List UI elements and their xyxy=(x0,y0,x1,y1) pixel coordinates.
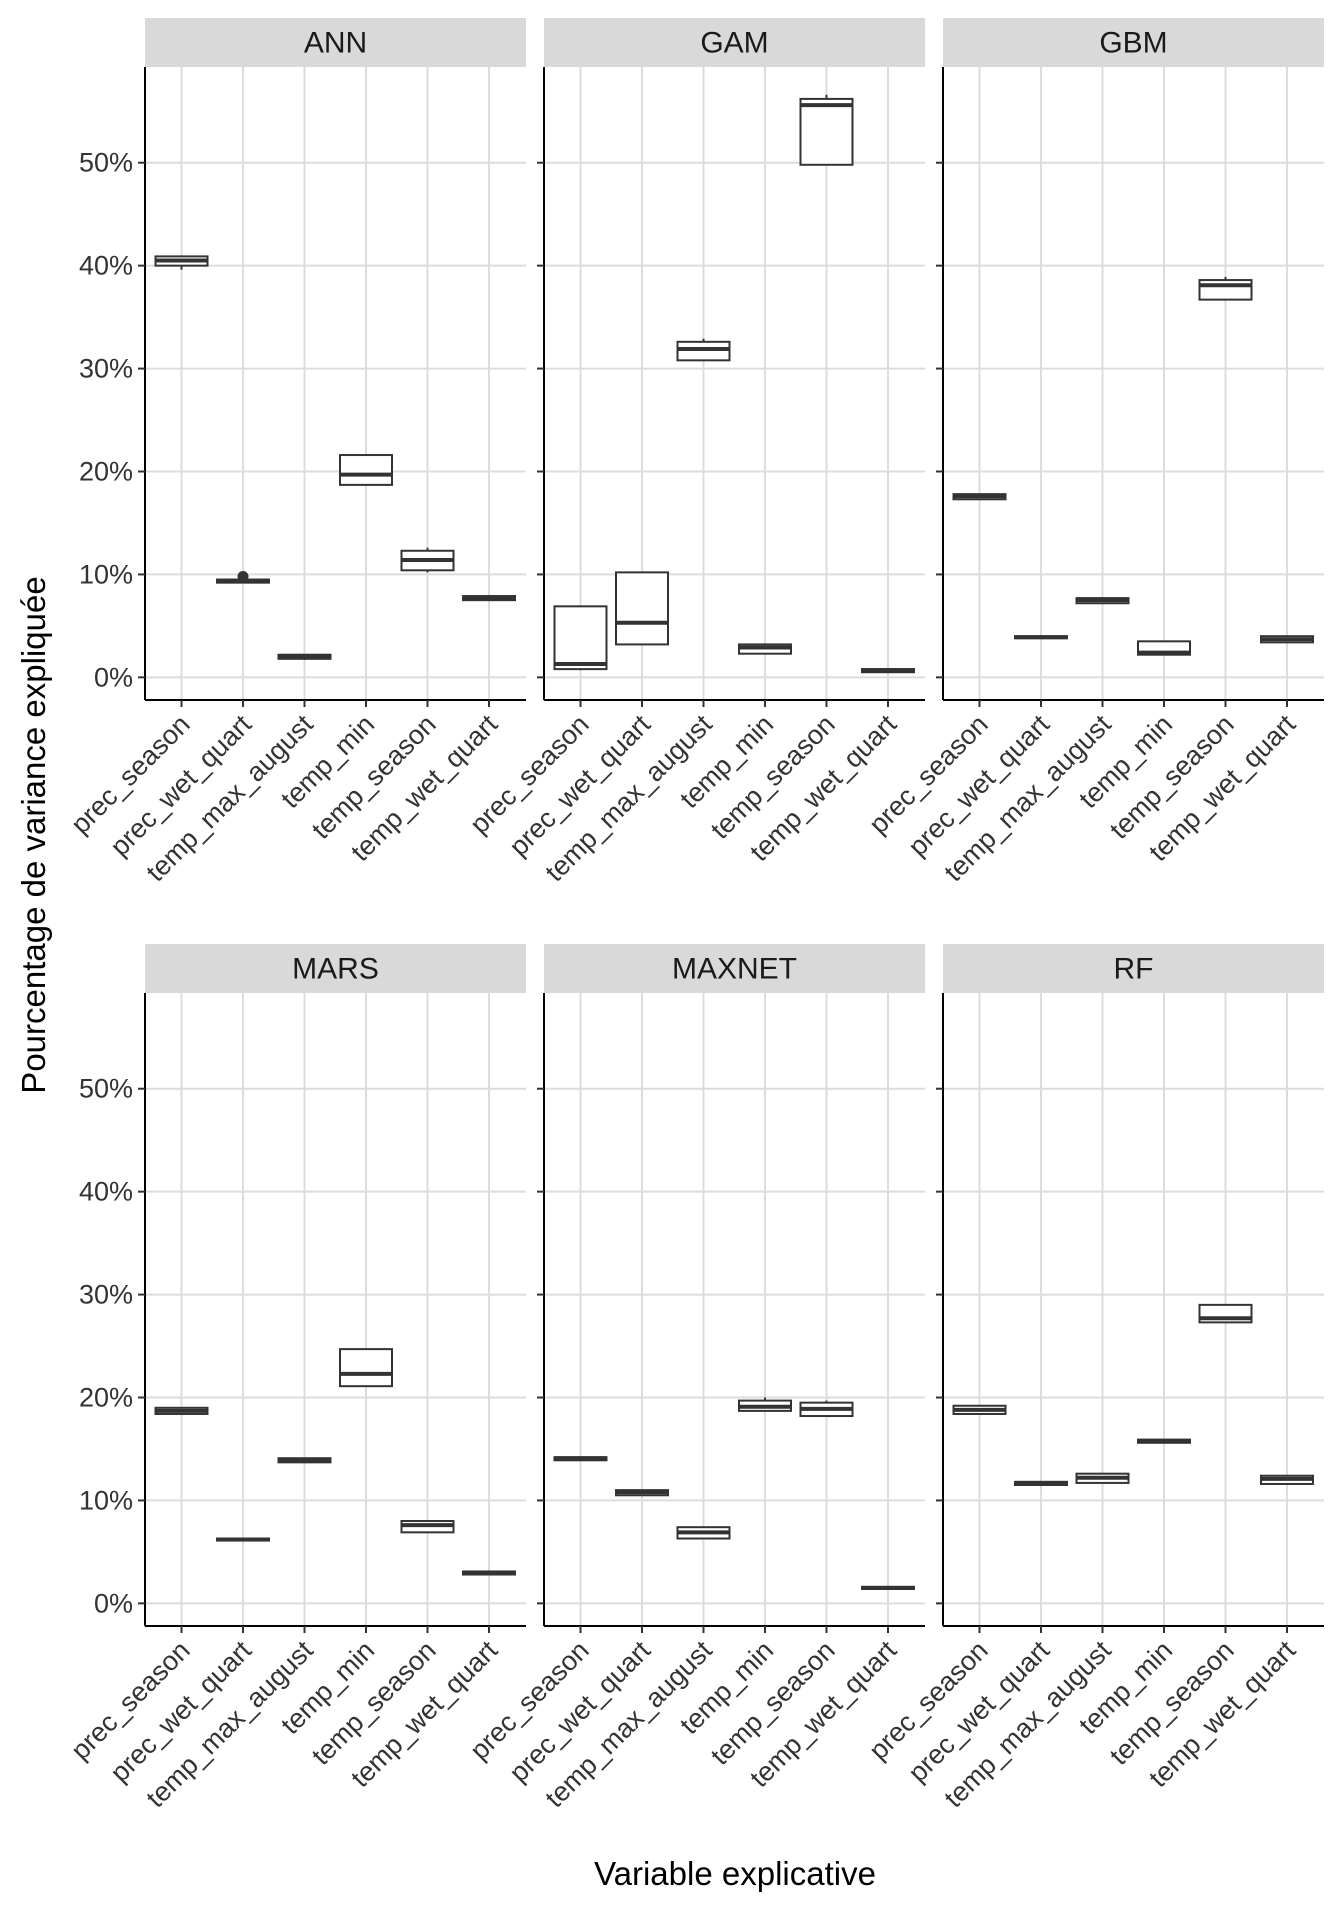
box-rf-prec-wet-quart xyxy=(1014,1480,1068,1486)
y-tick-label: 10% xyxy=(79,1485,133,1515)
y-tick-label: 30% xyxy=(79,1280,133,1310)
box-ann-temp-min xyxy=(339,454,393,486)
box-ann-prec-wet-quart xyxy=(216,570,270,584)
box-ann-temp-max-august xyxy=(277,653,332,660)
box-iqr xyxy=(339,1348,393,1388)
y-tick-label: 10% xyxy=(79,559,133,589)
box-mars-temp-wet-quart xyxy=(462,1570,516,1576)
box-gbm-prec-season xyxy=(952,493,1007,501)
panel-ann: ANN0%10%20%30%40%50%prec_seasonprec_wet_… xyxy=(65,18,526,887)
panel-mars: MARS0%10%20%30%40%50%prec_seasonprec_wet… xyxy=(65,944,526,1813)
y-tick-label: 40% xyxy=(79,1177,133,1207)
y-tick-label: 50% xyxy=(79,1074,133,1104)
box-gam-temp-max-august xyxy=(676,338,731,362)
strip-ann xyxy=(145,18,526,67)
x-axis-title: Variable explicative xyxy=(594,1855,876,1892)
y-tick-label: 20% xyxy=(79,457,133,487)
strip-gbm xyxy=(943,18,1324,67)
y-axis-title: Pourcentage de variance expliquée xyxy=(15,576,52,1093)
box-mars-temp-season xyxy=(400,1520,455,1534)
box-rf-temp-min xyxy=(1137,1438,1191,1444)
box-iqr xyxy=(553,605,608,671)
box-gam-temp-min xyxy=(738,643,792,655)
y-tick-label: 0% xyxy=(94,662,133,692)
box-rf-temp-season xyxy=(1198,1303,1253,1324)
panel-gbm: GBMprec_seasonprec_wet_quarttemp_max_aug… xyxy=(863,18,1324,887)
y-tick-label: 0% xyxy=(94,1588,133,1618)
strip-label-maxnet: MAXNET xyxy=(672,953,797,986)
box-iqr xyxy=(615,571,669,646)
box-gam-prec-wet-quart xyxy=(615,571,669,646)
strip-label-rf: RF xyxy=(1114,953,1154,986)
box-maxnet-temp-max-august xyxy=(676,1526,731,1540)
box-rf-prec-season xyxy=(952,1404,1007,1415)
box-iqr xyxy=(339,454,393,486)
box-gbm-temp-season xyxy=(1198,276,1253,301)
box-gbm-temp-min xyxy=(1137,640,1191,656)
box-iqr xyxy=(799,97,854,166)
strip-label-ann: ANN xyxy=(304,27,367,60)
box-maxnet-temp-wet-quart xyxy=(861,1585,915,1590)
y-tick-label: 30% xyxy=(79,354,133,384)
y-tick-label: 20% xyxy=(79,1383,133,1413)
box-gam-temp-wet-quart xyxy=(861,668,915,674)
strip-label-gbm: GBM xyxy=(1099,27,1167,60)
box-mars-temp-min xyxy=(339,1348,393,1388)
strip-label-gam: GAM xyxy=(700,27,768,60)
box-iqr xyxy=(1198,279,1253,301)
strip-maxnet xyxy=(544,944,925,993)
box-rf-temp-max-august xyxy=(1075,1472,1130,1484)
box-ann-temp-season xyxy=(400,547,455,573)
box-gbm-temp-wet-quart xyxy=(1260,635,1314,644)
box-ann-temp-wet-quart xyxy=(462,595,516,602)
box-ann-prec-season xyxy=(154,255,209,270)
panel-gam: GAMprec_seasonprec_wet_quarttemp_max_aug… xyxy=(464,18,925,887)
box-maxnet-temp-min xyxy=(738,1397,792,1412)
panel-maxnet: MAXNETprec_seasonprec_wet_quarttemp_max_… xyxy=(464,944,925,1813)
box-maxnet-temp-season xyxy=(799,1400,854,1418)
strip-label-mars: MARS xyxy=(292,953,379,986)
box-maxnet-prec-wet-quart xyxy=(615,1489,669,1497)
box-mars-prec-season xyxy=(154,1406,209,1415)
y-tick-label: 50% xyxy=(79,148,133,178)
box-maxnet-prec-season xyxy=(553,1456,608,1462)
box-gbm-prec-wet-quart xyxy=(1014,635,1068,640)
strip-rf xyxy=(943,944,1324,993)
box-iqr xyxy=(676,340,731,362)
strip-gam xyxy=(544,18,925,67)
outlier-point xyxy=(237,570,249,582)
strip-mars xyxy=(145,944,526,993)
box-rf-temp-wet-quart xyxy=(1260,1474,1314,1485)
y-tick-label: 40% xyxy=(79,251,133,281)
box-gam-temp-season xyxy=(799,94,854,166)
box-gbm-temp-max-august xyxy=(1075,597,1130,605)
box-mars-prec-wet-quart xyxy=(216,1537,270,1542)
box-gam-prec-season xyxy=(553,605,608,671)
panel-rf: RFprec_seasonprec_wet_quarttemp_max_augu… xyxy=(863,944,1324,1813)
box-mars-temp-max-august xyxy=(277,1457,332,1464)
